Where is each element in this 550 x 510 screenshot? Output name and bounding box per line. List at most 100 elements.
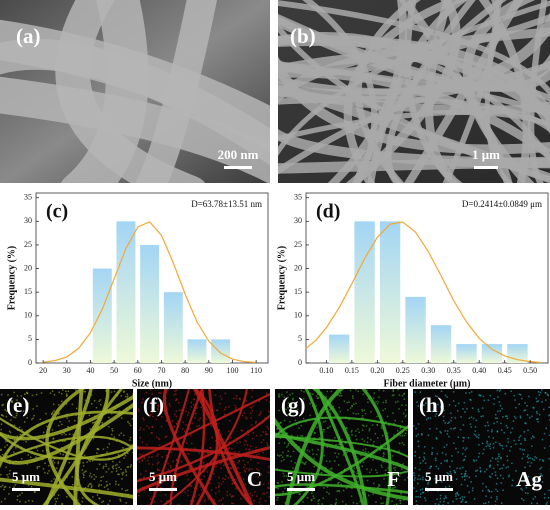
scale-bar (224, 166, 252, 169)
map-noise (313, 458, 315, 460)
element-label: Ag (516, 467, 542, 491)
bar (380, 221, 400, 363)
map-noise (188, 453, 190, 455)
map-noise (207, 471, 209, 473)
map-noise (123, 472, 125, 474)
map-noise (543, 409, 545, 411)
map-noise (527, 454, 529, 456)
bar (431, 325, 451, 363)
map-noise (445, 395, 447, 397)
map-noise (250, 459, 252, 461)
map-noise (158, 462, 160, 464)
map-noise (506, 445, 508, 447)
map-noise (119, 434, 121, 436)
y-axis-label: Frequency (%) (276, 246, 287, 311)
map-noise (198, 452, 200, 454)
map-noise (398, 408, 400, 410)
map-noise (365, 448, 367, 450)
x-tick-label: 90 (205, 366, 213, 375)
map-noise (453, 442, 455, 444)
map-noise (281, 460, 283, 462)
map-noise (402, 435, 404, 437)
map-noise (340, 411, 342, 413)
map-noise (370, 411, 372, 413)
map-noise (281, 481, 283, 483)
map-noise (370, 439, 372, 441)
map-noise (355, 430, 357, 432)
map-noise (287, 444, 289, 446)
map-noise (440, 463, 442, 465)
map-noise (338, 453, 340, 455)
map-noise (365, 413, 367, 415)
map-noise (106, 451, 108, 453)
map-noise (404, 393, 406, 395)
map-noise (107, 447, 109, 449)
sem-image (0, 0, 280, 193)
map-noise (421, 434, 423, 436)
map-noise (491, 491, 493, 493)
map-noise (356, 503, 358, 505)
map-noise (132, 452, 134, 454)
map-noise (268, 487, 270, 489)
map-noise (483, 396, 485, 398)
map-noise (93, 474, 95, 476)
map-noise (176, 399, 178, 401)
map-noise (176, 390, 178, 392)
map-noise (429, 428, 431, 430)
map-noise (531, 416, 533, 418)
map-noise (358, 481, 360, 483)
map-noise (126, 474, 128, 476)
map-noise (230, 437, 232, 439)
map-noise (475, 430, 477, 432)
map-noise (37, 466, 39, 468)
map-noise (250, 417, 252, 419)
map-noise (466, 447, 468, 449)
map-noise (519, 403, 521, 405)
map-noise (53, 460, 55, 462)
map-noise (123, 391, 125, 393)
map-noise (116, 470, 118, 472)
map-noise (87, 486, 89, 488)
x-tick-label: 100 (226, 366, 238, 375)
map-noise (283, 475, 285, 477)
map-noise (436, 466, 438, 468)
map-noise (244, 470, 246, 472)
map-noise (492, 473, 494, 475)
map-noise (499, 443, 501, 445)
element-label: C (247, 467, 262, 491)
map-noise (234, 405, 236, 407)
map-noise (528, 457, 530, 459)
map-noise (343, 490, 345, 492)
map-noise (268, 482, 270, 484)
map-noise (210, 447, 212, 449)
map-noise (98, 484, 100, 486)
map-noise (351, 495, 353, 497)
map-noise (493, 423, 495, 425)
map-noise (113, 436, 115, 438)
y-tick-label: 0 (28, 358, 32, 367)
map-noise (532, 436, 534, 438)
map-noise (234, 451, 236, 453)
map-noise (252, 406, 254, 408)
map-noise (54, 498, 56, 500)
map-noise (407, 477, 409, 479)
map-noise (490, 497, 492, 499)
map-noise (317, 449, 319, 451)
map-noise (247, 444, 249, 446)
map-noise (490, 476, 492, 478)
map-noise (191, 485, 193, 487)
map-noise (414, 391, 416, 393)
map-noise (515, 417, 517, 419)
map-noise (448, 436, 450, 438)
x-tick-label: 0.45 (498, 366, 512, 375)
map-noise (462, 453, 464, 455)
map-noise (470, 423, 472, 425)
map-noise (122, 447, 124, 449)
map-noise (119, 461, 121, 463)
map-noise (39, 466, 41, 468)
map-noise (120, 395, 122, 397)
map-noise (268, 411, 270, 413)
map-noise (347, 402, 349, 404)
map-noise (258, 462, 260, 464)
map-noise (9, 431, 11, 433)
